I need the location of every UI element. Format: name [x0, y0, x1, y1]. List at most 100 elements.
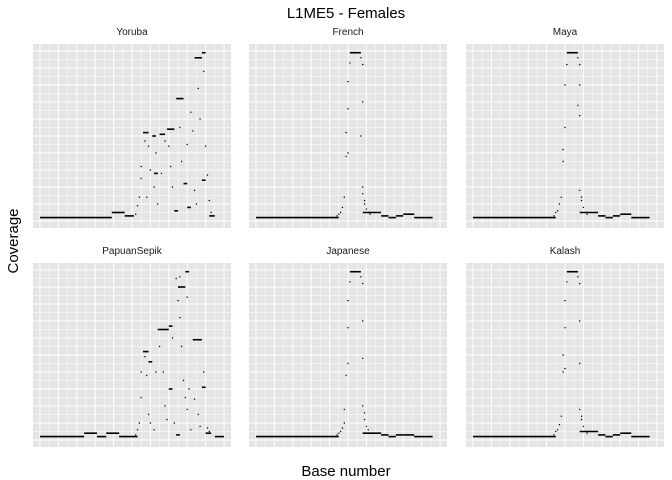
coverage-point [336, 434, 338, 436]
coverage-point [556, 210, 559, 212]
coverage-point [562, 354, 564, 356]
coverage-point [579, 408, 581, 411]
coverage-point [566, 281, 568, 283]
coverage-point [577, 104, 579, 107]
coverage-point [580, 418, 583, 421]
coverage-point [162, 371, 164, 373]
coverage-point [579, 320, 581, 322]
facet-label: PapuanSepik [102, 246, 162, 257]
coverage-point [577, 276, 579, 278]
coverage-point [579, 282, 581, 285]
coverage-point [140, 396, 142, 399]
coverage-point [362, 63, 364, 66]
coverage-point [136, 429, 139, 431]
coverage-point [562, 371, 564, 373]
coverage-point [206, 427, 209, 429]
coverage-point [339, 211, 342, 214]
coverage-point [347, 327, 349, 329]
coverage-point [138, 196, 141, 198]
coverage-point [562, 160, 564, 163]
coverage-point [206, 174, 209, 176]
facet-panel: Kalash [466, 246, 664, 447]
coverage-point [345, 374, 347, 377]
coverage-point [140, 177, 142, 180]
coverage-point [564, 126, 566, 129]
y-axis-label: Coverage [5, 208, 22, 273]
coverage-point [555, 430, 557, 433]
facet-label: Japanese [326, 246, 370, 257]
coverage-point [179, 276, 181, 278]
coverage-point [341, 427, 344, 429]
coverage-point [347, 80, 349, 83]
coverage-point [367, 211, 369, 214]
coverage-point [579, 362, 581, 365]
coverage-point [208, 430, 210, 433]
coverage-point [362, 101, 364, 103]
facet-panel: French [249, 27, 447, 228]
coverage-point [144, 356, 146, 358]
coverage-point [562, 148, 564, 151]
coverage-point [164, 405, 166, 407]
coverage-point [347, 362, 349, 365]
coverage-point [186, 408, 188, 411]
coverage-point [584, 430, 586, 433]
coverage-point [580, 196, 583, 198]
coverage-point [582, 206, 585, 209]
coverage-point [362, 186, 364, 188]
coverage-point [169, 165, 172, 168]
coverage-point [341, 206, 344, 209]
coverage-point [338, 432, 340, 434]
coverage-point [584, 211, 586, 214]
coverage-point [171, 337, 174, 339]
coverage-point [149, 169, 152, 171]
coverage-point [347, 152, 349, 154]
coverage-point [349, 62, 351, 64]
coverage-point [179, 316, 181, 319]
coverage-point [210, 211, 212, 214]
coverage-point [193, 189, 196, 192]
coverage-point [155, 371, 157, 373]
coverage-point [155, 152, 157, 154]
coverage-point [192, 130, 194, 132]
coverage-point [149, 422, 152, 424]
facet-label: Yoruba [116, 27, 148, 38]
coverage-point [556, 429, 559, 431]
coverage-point [180, 345, 183, 348]
coverage-point [197, 87, 199, 90]
coverage-point [558, 203, 561, 205]
coverage-point [182, 379, 185, 382]
coverage-point [560, 196, 563, 198]
coverage-point [553, 215, 555, 217]
coverage-point [134, 213, 137, 215]
coverage-point [166, 418, 168, 421]
coverage-point [186, 296, 188, 298]
coverage-point [190, 111, 192, 113]
coverage-point [347, 108, 349, 110]
coverage-point [164, 140, 166, 142]
facet-label: French [332, 27, 363, 38]
coverage-point [360, 276, 362, 278]
coverage-point [343, 196, 346, 198]
coverage-point [146, 196, 148, 198]
coverage-point [184, 396, 187, 399]
facet-label: Maya [553, 27, 578, 38]
coverage-point [360, 135, 362, 137]
coverage-point [153, 186, 155, 188]
coverage-point [362, 282, 364, 285]
coverage-point [179, 126, 181, 129]
coverage-point [144, 140, 146, 142]
coverage-point [369, 213, 371, 215]
facet-label: Kalash [550, 246, 581, 257]
coverage-point [336, 215, 338, 217]
x-axis-label: Base number [301, 463, 390, 480]
coverage-point [199, 118, 201, 120]
coverage-point [579, 63, 581, 66]
coverage-point [362, 320, 364, 322]
coverage-point [171, 186, 174, 188]
facet-panel: Yoruba [33, 27, 231, 228]
coverage-point [365, 425, 368, 428]
coverage-point [363, 418, 366, 421]
coverage-point [138, 422, 141, 424]
coverage-point [343, 408, 346, 411]
